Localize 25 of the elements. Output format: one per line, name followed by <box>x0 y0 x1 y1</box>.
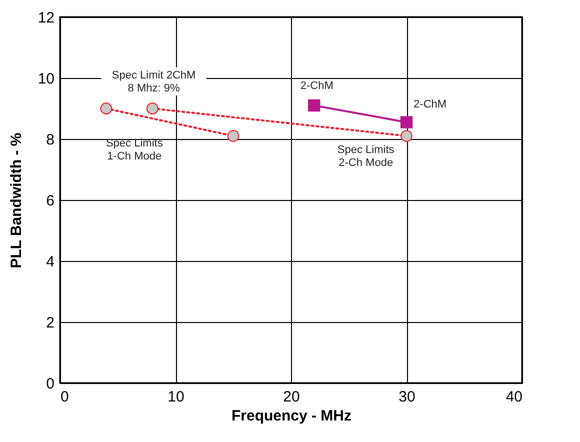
y-tick-label: 4 <box>46 254 54 270</box>
annotation: Spec Limits 1-Ch Mode <box>106 137 164 162</box>
x-tick-label: 40 <box>506 388 522 406</box>
point <box>400 116 413 128</box>
point <box>400 130 412 142</box>
x-tick-label: 30 <box>398 388 416 406</box>
y-tick-label: 0 <box>46 376 54 392</box>
y-tick-label: 10 <box>38 70 54 88</box>
y-axis-title: PLL Bandwidth - % <box>8 132 25 268</box>
point <box>308 99 320 112</box>
point <box>227 130 240 142</box>
x-tick-label: 20 <box>283 388 300 406</box>
y-tick-label: 2 <box>46 314 54 332</box>
y-tick-label: 6 <box>46 192 54 210</box>
y-tick-label: 12 <box>38 10 54 26</box>
annotation: Spec Limits 2-Ch Mode <box>337 144 395 170</box>
annotation: 2-ChM <box>414 98 447 110</box>
x-axis-title: Frequency - MHz <box>231 408 352 424</box>
point <box>146 102 158 114</box>
annotation: Spec Limit 2ChM 8 Mhz: 9% <box>112 69 196 94</box>
annotation: 2-ChM <box>300 80 334 92</box>
point <box>100 102 112 114</box>
y-tick-label: 8 <box>46 132 54 148</box>
x-tick-label: 0 <box>60 388 69 406</box>
x-tick-label: 10 <box>168 388 184 406</box>
